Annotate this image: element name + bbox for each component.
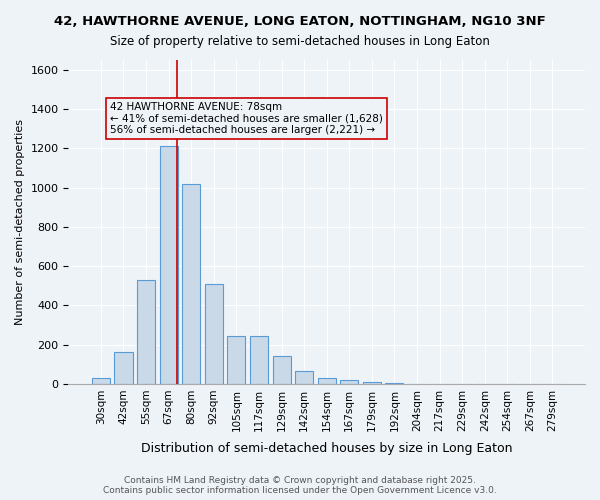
- Text: Contains HM Land Registry data © Crown copyright and database right 2025.
Contai: Contains HM Land Registry data © Crown c…: [103, 476, 497, 495]
- Bar: [160, 146, 178, 384]
- X-axis label: Distribution of semi-detached houses by size in Long Eaton: Distribution of semi-detached houses by …: [141, 442, 512, 455]
- Bar: [272, 356, 290, 384]
- Bar: [137, 280, 155, 384]
- Bar: [115, 352, 133, 384]
- Bar: [250, 336, 268, 384]
- Bar: [205, 284, 223, 384]
- Y-axis label: Number of semi-detached properties: Number of semi-detached properties: [15, 119, 25, 325]
- Text: 42 HAWTHORNE AVENUE: 78sqm
← 41% of semi-detached houses are smaller (1,628)
56%: 42 HAWTHORNE AVENUE: 78sqm ← 41% of semi…: [110, 102, 383, 136]
- Bar: [92, 378, 110, 384]
- Bar: [340, 380, 358, 384]
- Bar: [295, 371, 313, 384]
- Bar: [385, 383, 403, 384]
- Bar: [227, 336, 245, 384]
- Text: Size of property relative to semi-detached houses in Long Eaton: Size of property relative to semi-detach…: [110, 35, 490, 48]
- Text: 42, HAWTHORNE AVENUE, LONG EATON, NOTTINGHAM, NG10 3NF: 42, HAWTHORNE AVENUE, LONG EATON, NOTTIN…: [54, 15, 546, 28]
- Bar: [363, 382, 381, 384]
- Bar: [317, 378, 336, 384]
- Bar: [182, 184, 200, 384]
